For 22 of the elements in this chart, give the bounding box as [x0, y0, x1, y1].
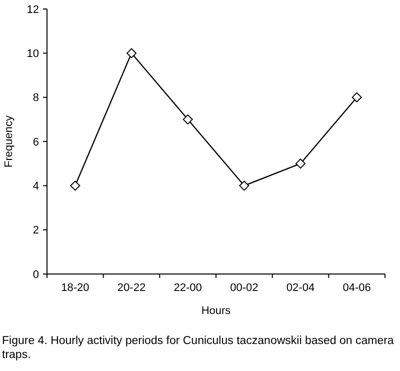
point	[126, 48, 136, 58]
x-axis-title: Hours	[201, 305, 232, 317]
x-tick-label: 22-00	[174, 282, 202, 294]
point	[70, 180, 80, 191]
y-tick-label: 0	[32, 268, 39, 281]
x-tick-label: 00-02	[230, 282, 258, 294]
y-tick-label: 10	[26, 48, 39, 60]
point	[352, 92, 362, 102]
y-tick-label: 12	[26, 4, 39, 16]
point	[296, 158, 306, 169]
point	[182, 114, 193, 124]
y-tick-label: 4	[32, 180, 39, 193]
x-tick-label: 20-22	[117, 282, 146, 294]
y-tick-label: 8	[32, 92, 39, 104]
y-tick-label: 2	[32, 224, 39, 237]
x-tick-label: 18-20	[61, 282, 90, 294]
x-tick-label: 02-04	[286, 282, 315, 294]
point	[239, 180, 250, 191]
y-axis-title: Frequency	[3, 115, 15, 168]
caption: Figure 4. Hourly activity periods for Cuniculus taczanowskii based on camera traps.	[2, 334, 395, 362]
x-tick-label: 04-06	[342, 282, 371, 294]
y-tick-label: 6	[32, 136, 39, 148]
